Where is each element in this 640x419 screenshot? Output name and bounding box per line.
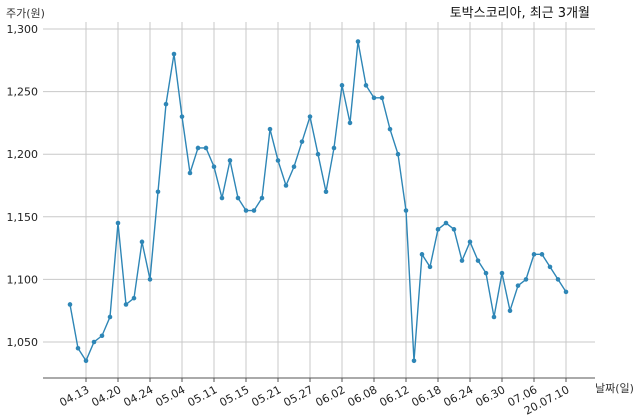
data-point [443,220,449,226]
price-points [67,39,569,364]
data-point [243,208,249,213]
data-point [379,95,385,101]
data-point [427,264,433,270]
data-point [403,208,409,213]
data-point [299,139,305,144]
data-point [267,126,273,132]
data-point [219,195,225,201]
data-point [179,114,185,119]
y-tick-label: 1,300 [7,23,39,36]
data-point [339,83,345,88]
data-point [475,258,481,263]
data-point [115,220,121,226]
data-point [523,277,529,282]
x-tick-label: 04.20 [89,383,123,409]
x-tick-label: 06.02 [313,383,347,409]
data-point [507,308,513,314]
data-point [203,145,209,151]
y-axis-label: 주가(원) [6,7,45,20]
data-point [315,151,321,157]
data-point [123,302,129,307]
data-point [67,302,73,307]
data-point [131,295,137,301]
x-tick-labels: 04.1304.2004.2405.0405.1105.1505.2105.27… [57,383,571,417]
data-point [91,339,97,345]
data-point [99,333,105,339]
data-point [107,314,113,320]
data-point [75,345,81,351]
data-point [395,151,401,157]
data-point [451,227,457,232]
grid [43,22,595,378]
data-point [499,270,505,276]
x-tick-label: 06.12 [377,383,411,409]
data-point [387,126,393,132]
x-axis-label: 날짜(일) [595,381,634,395]
x-tick-label: 06.30 [473,383,507,409]
data-point [187,170,193,176]
data-point [171,51,177,57]
data-point [459,258,465,263]
data-point [547,264,553,270]
data-point [211,164,217,170]
data-point [563,289,569,295]
data-point [371,95,377,101]
data-point [291,164,297,170]
data-point [83,358,89,364]
data-point [251,208,257,213]
data-point [347,120,353,126]
y-tick-label: 1,200 [7,148,39,161]
axes [43,377,595,382]
data-point [355,39,361,44]
x-tick-label: 06.18 [409,383,443,409]
data-point [147,277,153,282]
x-tick-label: 04.13 [57,383,91,409]
data-point [363,83,369,88]
data-point [155,189,161,195]
x-tick-label: 05.21 [249,383,283,409]
y-tick-label: 1,100 [7,273,39,286]
y-tick-label: 1,150 [7,211,39,224]
data-point [139,239,145,245]
data-point [491,314,497,320]
x-tick-label: 05.15 [217,383,251,409]
x-tick-label: 05.04 [153,383,187,409]
x-tick-label: 05.27 [281,383,315,409]
chart-title: 토박스코리아, 최근 3개월 [450,6,590,21]
y-tick-labels: 1,050 1,100 1,150 1,200 1,250 1,300 [7,23,39,349]
data-point [555,277,561,282]
data-point [435,227,441,232]
y-tick-label: 1,250 [7,86,39,99]
x-tick-label: 06.08 [345,383,379,409]
data-point [419,252,425,257]
data-point [411,358,417,364]
data-point [331,145,337,151]
data-point [163,101,169,107]
data-point [539,252,545,257]
data-point [235,195,241,201]
x-tick-label: 06.24 [441,383,475,409]
data-point [227,158,233,163]
x-tick-label: 04.24 [121,383,155,409]
price-line [69,41,567,363]
data-point [307,114,313,119]
data-point [323,189,329,195]
data-point [275,158,281,163]
data-point [259,195,265,201]
x-tick-label: 05.11 [185,383,219,409]
y-tick-label: 1,050 [7,336,39,349]
data-point [531,252,537,257]
data-point [195,145,201,151]
data-point [483,270,489,276]
data-point [515,283,521,288]
data-point [467,239,473,245]
data-point [283,183,289,188]
